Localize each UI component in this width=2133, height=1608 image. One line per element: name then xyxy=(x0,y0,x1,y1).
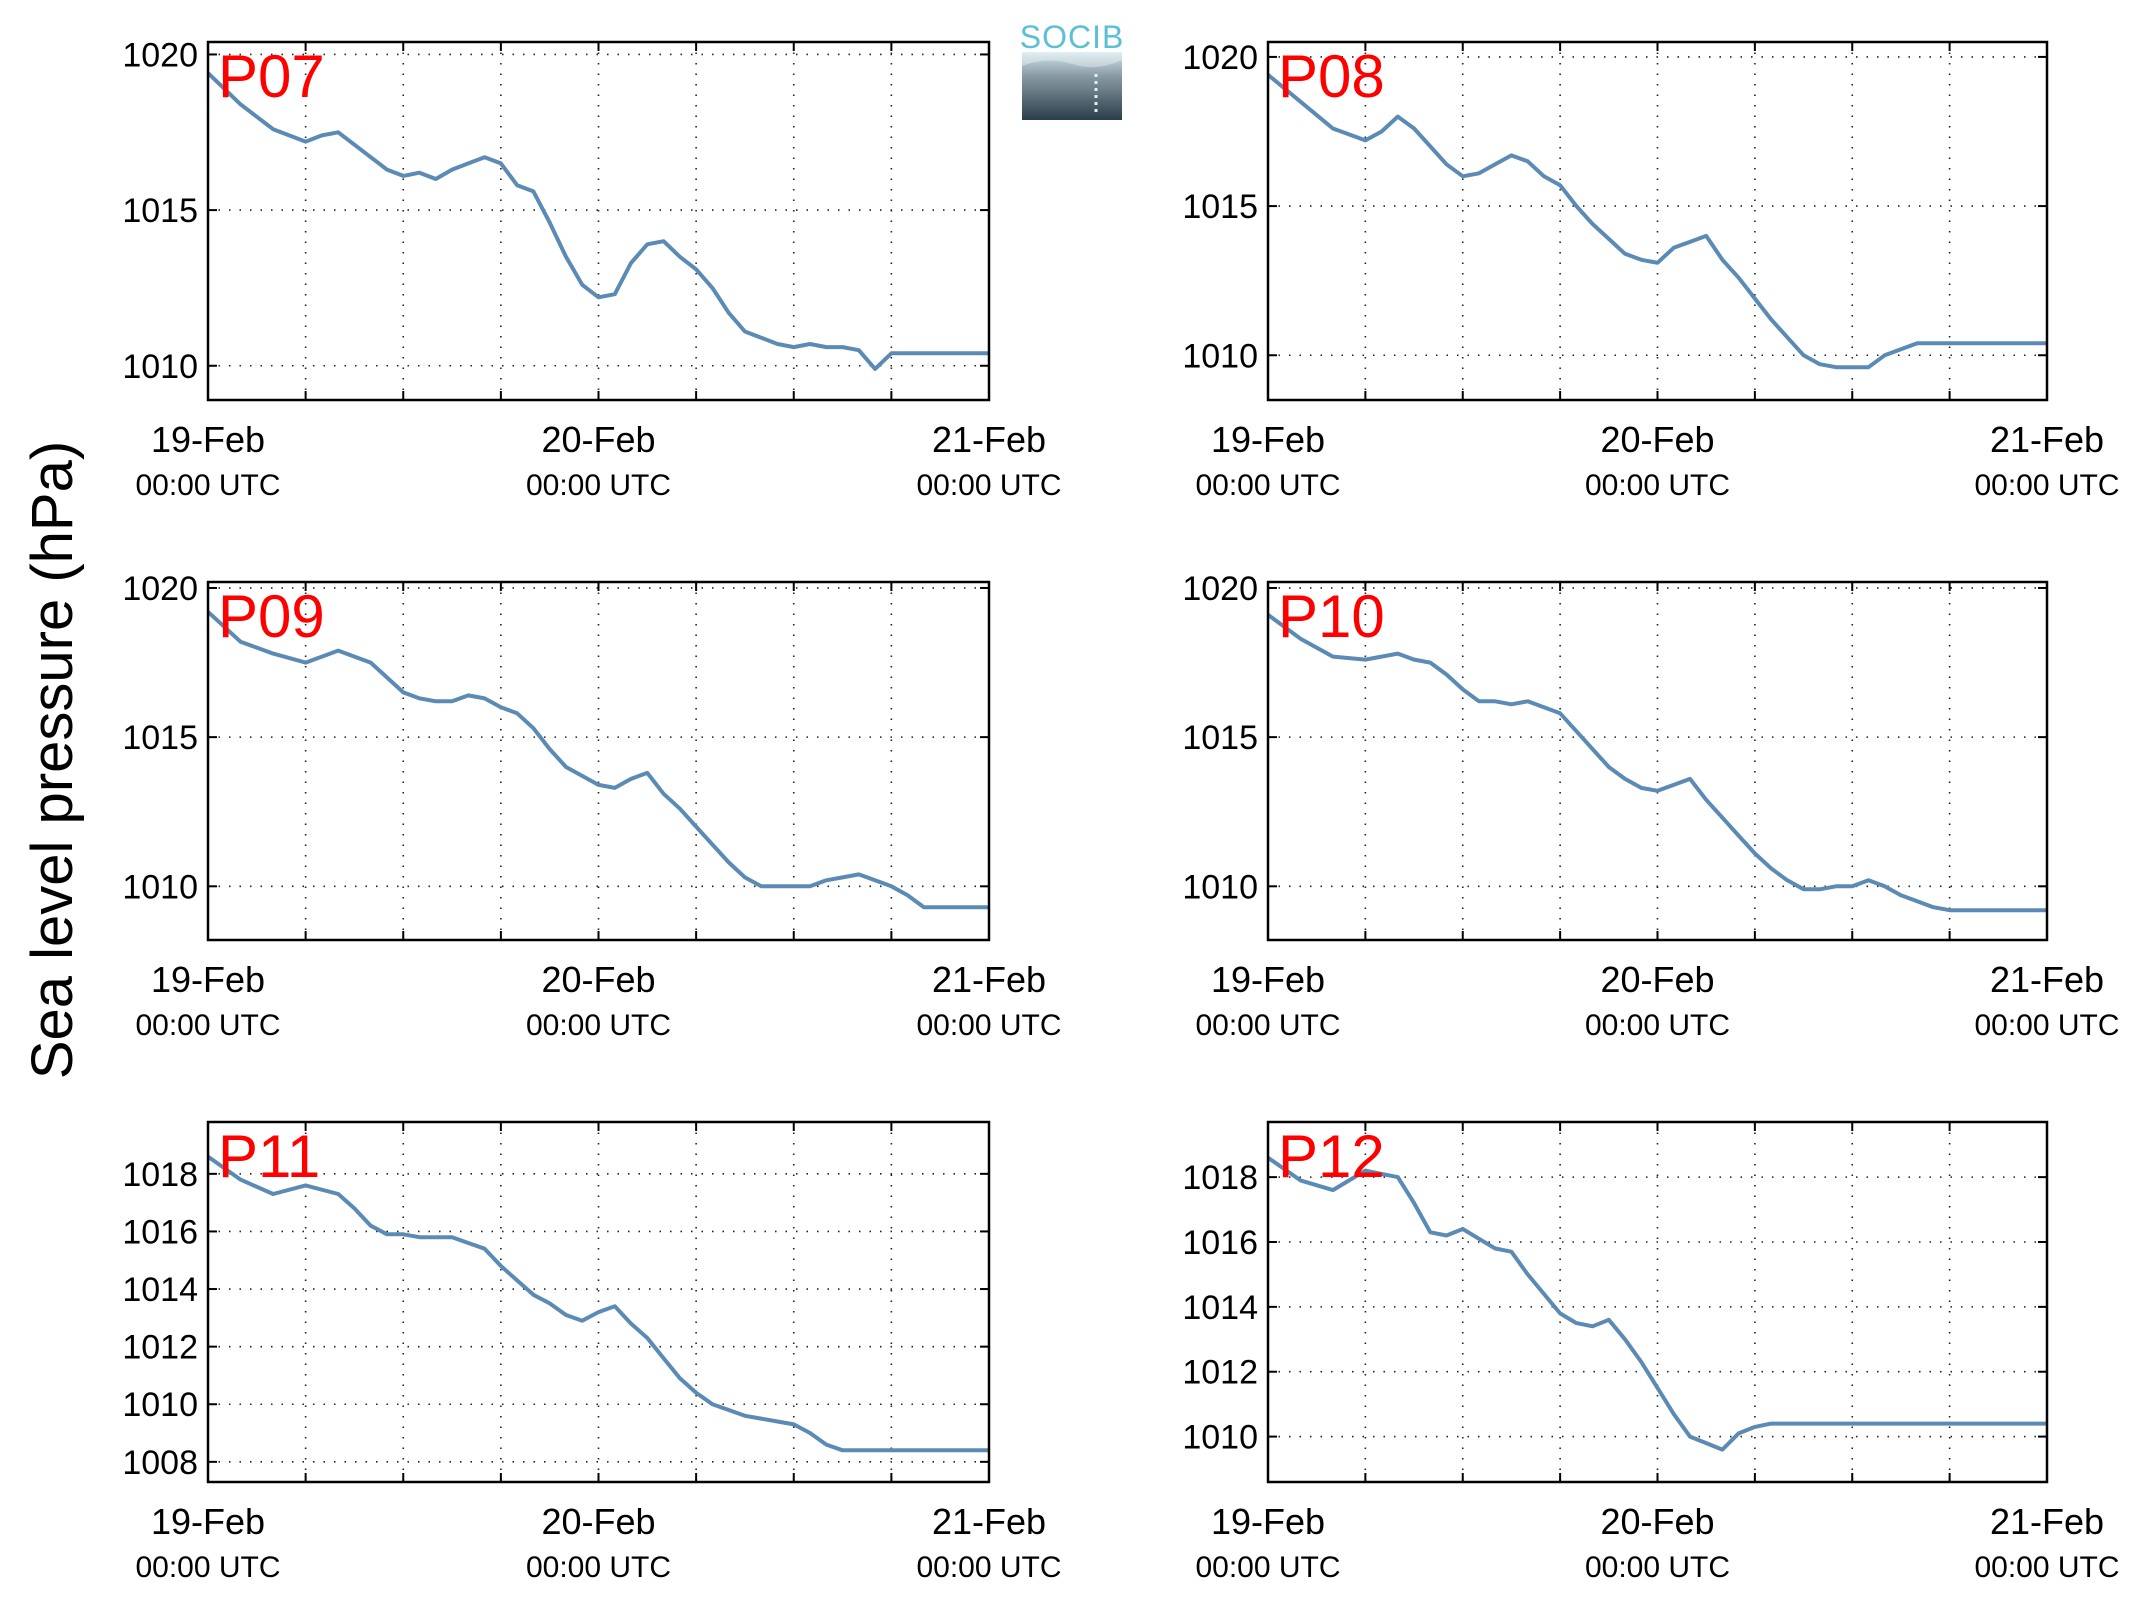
panel-p08: 1010 1015 1020 P08 19-Feb 00:00 UTC 20-Feb 00:0… xyxy=(1182,39,2119,502)
x-tick-time-label: 00:00 UTC xyxy=(916,1009,1061,1042)
x-tick-time-label: 00:00 UTC xyxy=(1195,1551,1340,1584)
x-tick-date-label: 20-Feb xyxy=(1600,959,1714,1000)
x-tick-time-label: 00:00 UTC xyxy=(1195,1009,1340,1042)
x-tick-time-label: 00:00 UTC xyxy=(135,1551,280,1584)
x-tick-date-label: 20-Feb xyxy=(1600,419,1714,460)
x-tick-time-label: 00:00 UTC xyxy=(916,1551,1061,1584)
y-tick-label: 1015 xyxy=(1182,188,1258,226)
panel-label: P10 xyxy=(1278,583,1385,650)
y-tick-label: 1010 xyxy=(122,348,198,386)
x-tick-date-label: 19-Feb xyxy=(1211,419,1325,460)
y-tick-label: 1010 xyxy=(122,868,198,906)
x-tick-date-label: 21-Feb xyxy=(1990,959,2104,1000)
x-tick-time-label: 00:00 UTC xyxy=(1974,1551,2119,1584)
series-line xyxy=(1266,1156,2047,1452)
x-tick-time-label: 00:00 UTC xyxy=(526,1009,671,1042)
x-tick-date-label: 19-Feb xyxy=(1211,959,1325,1000)
x-tick-date-label: 19-Feb xyxy=(151,419,265,460)
y-tick-label: 1012 xyxy=(1182,1354,1258,1392)
y-tick-label: 1012 xyxy=(122,1329,198,1367)
plot-frame xyxy=(206,1120,991,1484)
x-tick-time-label: 00:00 UTC xyxy=(1585,1009,1730,1042)
x-tick-date-label: 20-Feb xyxy=(541,1501,655,1542)
panel-p12: 1010 1012 1014 1016 1018 P12 19-Feb 00:00 UTC 20… xyxy=(1182,1120,2120,1584)
x-tick-time-label: 00:00 UTC xyxy=(916,469,1061,502)
y-tick-label: 1016 xyxy=(122,1213,198,1251)
x-tick-date-label: 21-Feb xyxy=(932,959,1046,1000)
y-tick-label: 1014 xyxy=(122,1271,198,1309)
y-tick-label: 1010 xyxy=(1182,337,1258,375)
y-tick-label: 1020 xyxy=(1182,570,1258,608)
x-tick-time-label: 00:00 UTC xyxy=(135,1009,280,1042)
panel-p07: 1010 1015 1020 P07 19-Feb 00:00 UTC 20-Feb 00:0… xyxy=(122,36,1061,502)
x-tick-date-label: 21-Feb xyxy=(1990,419,2104,460)
series-line xyxy=(1266,613,2047,913)
x-tick-date-label: 19-Feb xyxy=(151,959,265,1000)
series-line xyxy=(206,71,989,371)
x-tick-time-label: 00:00 UTC xyxy=(1585,469,1730,502)
x-tick-time-label: 00:00 UTC xyxy=(526,469,671,502)
y-tick-label: 1018 xyxy=(1182,1159,1258,1197)
plot-frame xyxy=(206,40,991,402)
x-tick-time-label: 00:00 UTC xyxy=(1974,469,2119,502)
series-line xyxy=(1266,73,2047,370)
panel-label: P08 xyxy=(1278,43,1385,110)
y-tick-label: 1014 xyxy=(1182,1289,1258,1327)
y-tick-label: 1008 xyxy=(122,1444,198,1482)
y-tick-label: 1015 xyxy=(122,719,198,757)
panel-label: P11 xyxy=(218,1123,320,1190)
socib-logo: SOCIB xyxy=(1020,19,1125,120)
y-axis-label: Sea level pressure (hPa) xyxy=(20,441,85,1079)
x-tick-date-label: 20-Feb xyxy=(1600,1501,1714,1542)
panel-label: P09 xyxy=(218,583,325,650)
y-tick-label: 1020 xyxy=(1182,39,1258,77)
logo-text: SOCIB xyxy=(1020,19,1125,55)
plot-frame xyxy=(1266,580,2049,942)
y-tick-label: 1015 xyxy=(1182,719,1258,757)
x-tick-time-label: 00:00 UTC xyxy=(1195,469,1340,502)
x-tick-time-label: 00:00 UTC xyxy=(526,1551,671,1584)
panel-label: P07 xyxy=(218,43,325,110)
x-tick-date-label: 21-Feb xyxy=(1990,1501,2104,1542)
series-line xyxy=(206,1154,989,1453)
x-tick-date-label: 19-Feb xyxy=(151,1501,265,1542)
y-tick-label: 1016 xyxy=(1182,1224,1258,1262)
y-tick-label: 1020 xyxy=(122,570,198,608)
x-tick-date-label: 21-Feb xyxy=(932,419,1046,460)
panel-label: P12 xyxy=(1278,1123,1385,1190)
y-tick-label: 1010 xyxy=(122,1386,198,1424)
y-tick-label: 1020 xyxy=(122,36,198,74)
x-tick-date-label: 20-Feb xyxy=(541,959,655,1000)
y-tick-label: 1010 xyxy=(1182,868,1258,906)
series-line xyxy=(206,610,989,910)
y-tick-label: 1015 xyxy=(122,192,198,230)
plot-frame xyxy=(1266,40,2049,402)
panel-p09: 1010 1015 1020 P09 19-Feb 00:00 UTC 20-Feb 00:0… xyxy=(122,570,1061,1042)
x-tick-time-label: 00:00 UTC xyxy=(1974,1009,2119,1042)
plot-frame xyxy=(206,580,991,942)
plot-frame xyxy=(1266,1120,2049,1484)
y-tick-label: 1010 xyxy=(1182,1419,1258,1457)
x-tick-date-label: 19-Feb xyxy=(1211,1501,1325,1542)
panel-p11: 1008 1010 1012 1014 1016 1018 P11 19-Feb 00:00 U… xyxy=(122,1120,1062,1584)
x-tick-date-label: 21-Feb xyxy=(932,1501,1046,1542)
y-tick-label: 1018 xyxy=(122,1156,198,1194)
x-tick-time-label: 00:00 UTC xyxy=(1585,1551,1730,1584)
x-tick-time-label: 00:00 UTC xyxy=(135,469,280,502)
x-tick-date-label: 20-Feb xyxy=(541,419,655,460)
panel-p10: 1010 1015 1020 P10 19-Feb 00:00 UTC 20-Feb 00:0… xyxy=(1182,570,2119,1042)
